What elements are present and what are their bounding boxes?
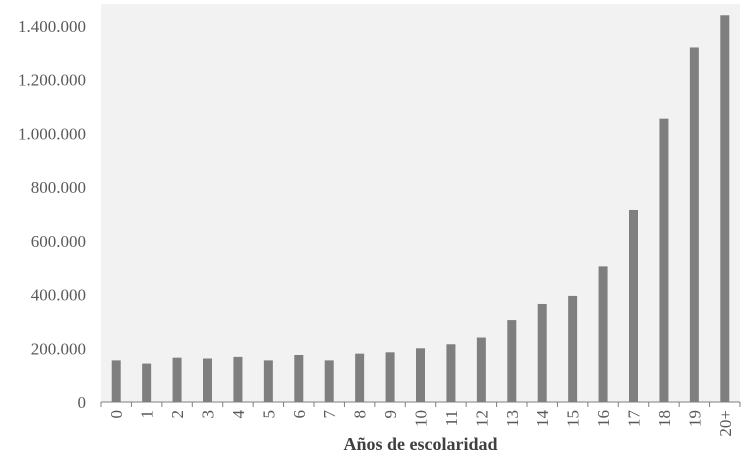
x-tick-label: 8 [351, 410, 370, 419]
y-tick-label: 600.000 [31, 232, 86, 251]
x-tick-label: 14 [533, 410, 552, 428]
y-tick-label: 0 [78, 393, 87, 412]
x-tick-label: 13 [503, 410, 522, 427]
x-tick-label: 18 [655, 410, 674, 427]
y-tick-label: 1.400.000 [18, 17, 86, 36]
x-tick-label: 6 [290, 410, 309, 419]
y-tick-label: 1.000.000 [18, 124, 86, 143]
x-tick-label: 19 [685, 410, 704, 427]
bar [385, 352, 395, 402]
x-axis-ticks: 0 1 2 3 4 5 6 7 8 9 10 11 12 13 14 15 16 17 18 19 20+ [100, 402, 741, 437]
bar [203, 358, 212, 402]
y-tick-label: 200.000 [31, 339, 86, 358]
x-tick-label: 4 [229, 410, 248, 419]
y-tick-label: 800.000 [31, 178, 86, 197]
bar [233, 356, 243, 402]
y-tick-label: 1.200.000 [18, 71, 86, 90]
x-tick-label: 12 [472, 410, 491, 427]
bar [629, 209, 638, 402]
bar [172, 357, 182, 402]
bar [476, 337, 486, 402]
bars-group [111, 15, 730, 403]
x-tick-label: 5 [259, 410, 278, 419]
x-axis-title: Años de escolaridad [343, 434, 497, 454]
bar [111, 360, 121, 402]
x-tick-label: 1 [138, 410, 157, 419]
bar [720, 15, 730, 403]
x-tick-label: 2 [168, 410, 187, 419]
x-tick-label: 9 [381, 410, 400, 419]
bar [355, 353, 365, 402]
x-tick-label: 15 [564, 410, 583, 427]
x-tick-label: 16 [594, 410, 613, 427]
x-tick-label: 20+ [716, 410, 735, 437]
y-tick-label: 400.000 [31, 286, 86, 305]
plot-area [101, 4, 740, 402]
bar [446, 344, 456, 402]
bar [537, 303, 547, 402]
bar [142, 363, 152, 402]
bar [689, 47, 699, 402]
x-tick-label: 3 [199, 410, 218, 419]
bar [294, 355, 304, 402]
x-tick-label: 7 [320, 410, 339, 419]
bar [324, 360, 334, 402]
x-tick-label: 10 [412, 410, 431, 427]
x-tick-label: 17 [625, 410, 644, 428]
x-tick-label: 0 [107, 410, 126, 419]
bar [416, 348, 425, 402]
y-axis-ticks: 0 200.000 400.000 600.000 800.000 1.000.000 1.… [18, 17, 86, 412]
bar [659, 118, 669, 403]
bar [568, 295, 578, 402]
bar [598, 266, 608, 402]
x-tick-label: 11 [442, 410, 461, 426]
bar [507, 320, 517, 402]
bar [263, 360, 273, 402]
